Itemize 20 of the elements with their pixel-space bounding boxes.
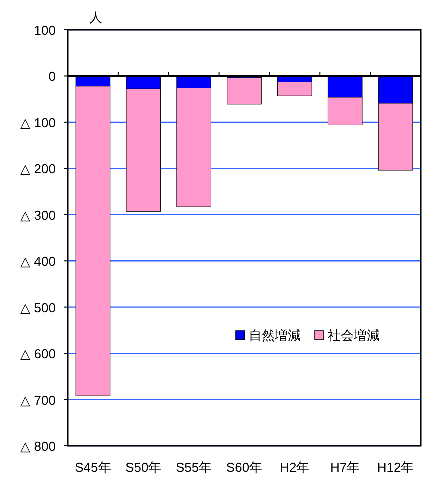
x-tick-label: H2年: [280, 460, 310, 475]
y-tick-label: △ 200: [20, 162, 56, 177]
y-tick-label: △ 400: [20, 254, 56, 270]
y-tick-label: △ 700: [20, 392, 56, 408]
x-tick-label: S45年: [75, 460, 112, 475]
y-axis-title: 人: [90, 10, 102, 25]
x-tick-label: S50年: [126, 460, 162, 475]
x-tick-label: H7年: [330, 460, 360, 475]
y-tick-label: △ 100: [20, 115, 56, 130]
y-tick-label: 0: [48, 69, 56, 84]
legend-label: 社会増減: [328, 328, 380, 343]
y-tick-label: 100: [34, 23, 56, 38]
x-tick-label: S60年: [226, 460, 263, 475]
legend-label: 自然増減: [249, 328, 301, 343]
x-tick-label: H12年: [377, 460, 414, 475]
y-tick-label: △ 300: [20, 208, 56, 223]
y-tick-label: △ 500: [20, 300, 56, 316]
y-tick-label: △ 600: [20, 346, 56, 362]
y-tick-label: △ 800: [20, 439, 56, 454]
x-tick-label: S55年: [176, 460, 212, 475]
